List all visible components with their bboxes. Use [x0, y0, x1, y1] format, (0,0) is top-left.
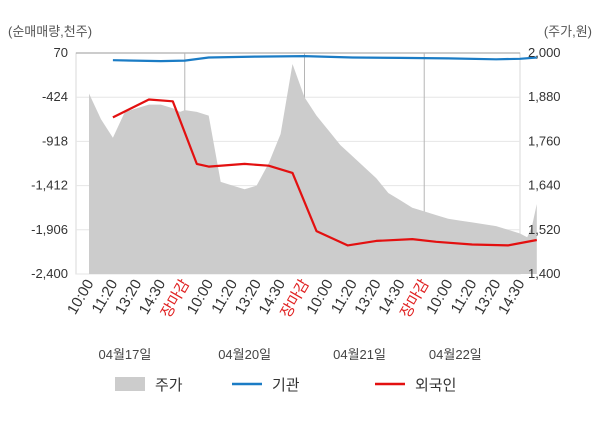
right-y-tick: 2,000 [528, 45, 561, 60]
left-y-tick: -2,400 [31, 266, 68, 281]
series-line-institution [112, 55, 537, 63]
legend-label: 기관 [272, 377, 300, 394]
date-label: 04월20일 [218, 347, 271, 362]
legend: 주가 기관 외국인 [115, 377, 456, 394]
series-lines [112, 55, 538, 247]
left-y-tick: -424 [42, 89, 68, 104]
left-y-tick: 70 [54, 45, 68, 60]
left-y-tick: -1,412 [31, 178, 68, 193]
right-y-tick: 1,760 [528, 133, 561, 148]
right-y-tick: 1,640 [528, 178, 561, 193]
series-area-stock-price [89, 64, 537, 274]
y-tick-labels: 70 -424 -918 -1,412 -1,906 -2,400 2,000 1,880 1,… [31, 45, 560, 281]
date-label: 04월21일 [333, 347, 386, 362]
series-line-foreigner [112, 98, 538, 247]
right-y-tick: 1,880 [528, 89, 561, 104]
right-axis-unit: (주가,원) [544, 24, 592, 39]
legend-swatch-area [115, 377, 145, 391]
left-y-tick: -918 [42, 133, 68, 148]
date-label: 04월22일 [429, 347, 482, 362]
date-label: 04월17일 [98, 347, 151, 362]
legend-label: 주가 [155, 377, 183, 394]
series-stock-price-area [89, 64, 537, 274]
legend-label: 외국인 [415, 377, 456, 394]
left-axis-unit: (순매매량,천주) [8, 24, 92, 39]
left-y-tick: -1,906 [31, 222, 68, 237]
date-labels: 04월17일 04월20일 04월21일 04월22일 [98, 347, 481, 362]
right-y-tick: 1,520 [528, 222, 561, 237]
right-y-tick: 1,400 [528, 266, 561, 281]
